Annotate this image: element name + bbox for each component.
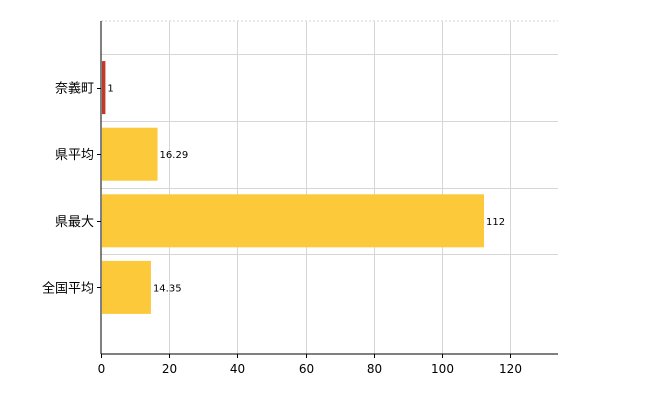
bar	[102, 61, 106, 115]
x-tick-label: 20	[162, 362, 177, 376]
category-label: 県平均	[55, 148, 94, 163]
bars	[102, 61, 484, 314]
grid-lines	[101, 20, 558, 354]
bar	[102, 260, 151, 314]
category-label: 奈義町	[55, 81, 94, 97]
bar	[102, 194, 484, 248]
axes	[100, 21, 558, 355]
data-label: 14.35	[153, 283, 182, 294]
x-tick-label: 0	[98, 362, 106, 376]
category-label: 県最大	[55, 215, 94, 230]
data-label: 1	[107, 84, 113, 95]
data-label: 112	[486, 217, 505, 228]
x-tick-label: 40	[230, 362, 245, 376]
x-tick-label: 80	[367, 362, 382, 376]
x-tick-label: 120	[499, 362, 522, 376]
bar	[102, 127, 158, 181]
data-label: 16.29	[160, 150, 189, 161]
x-tick-label: 100	[431, 362, 454, 376]
labels: 0 20 40 60 80 100 120 奈義町 1 県平均 16.29 県最大 112 全国平均 14.…	[42, 81, 522, 376]
category-label: 全国平均	[42, 280, 94, 296]
x-tick-label: 60	[299, 362, 314, 376]
